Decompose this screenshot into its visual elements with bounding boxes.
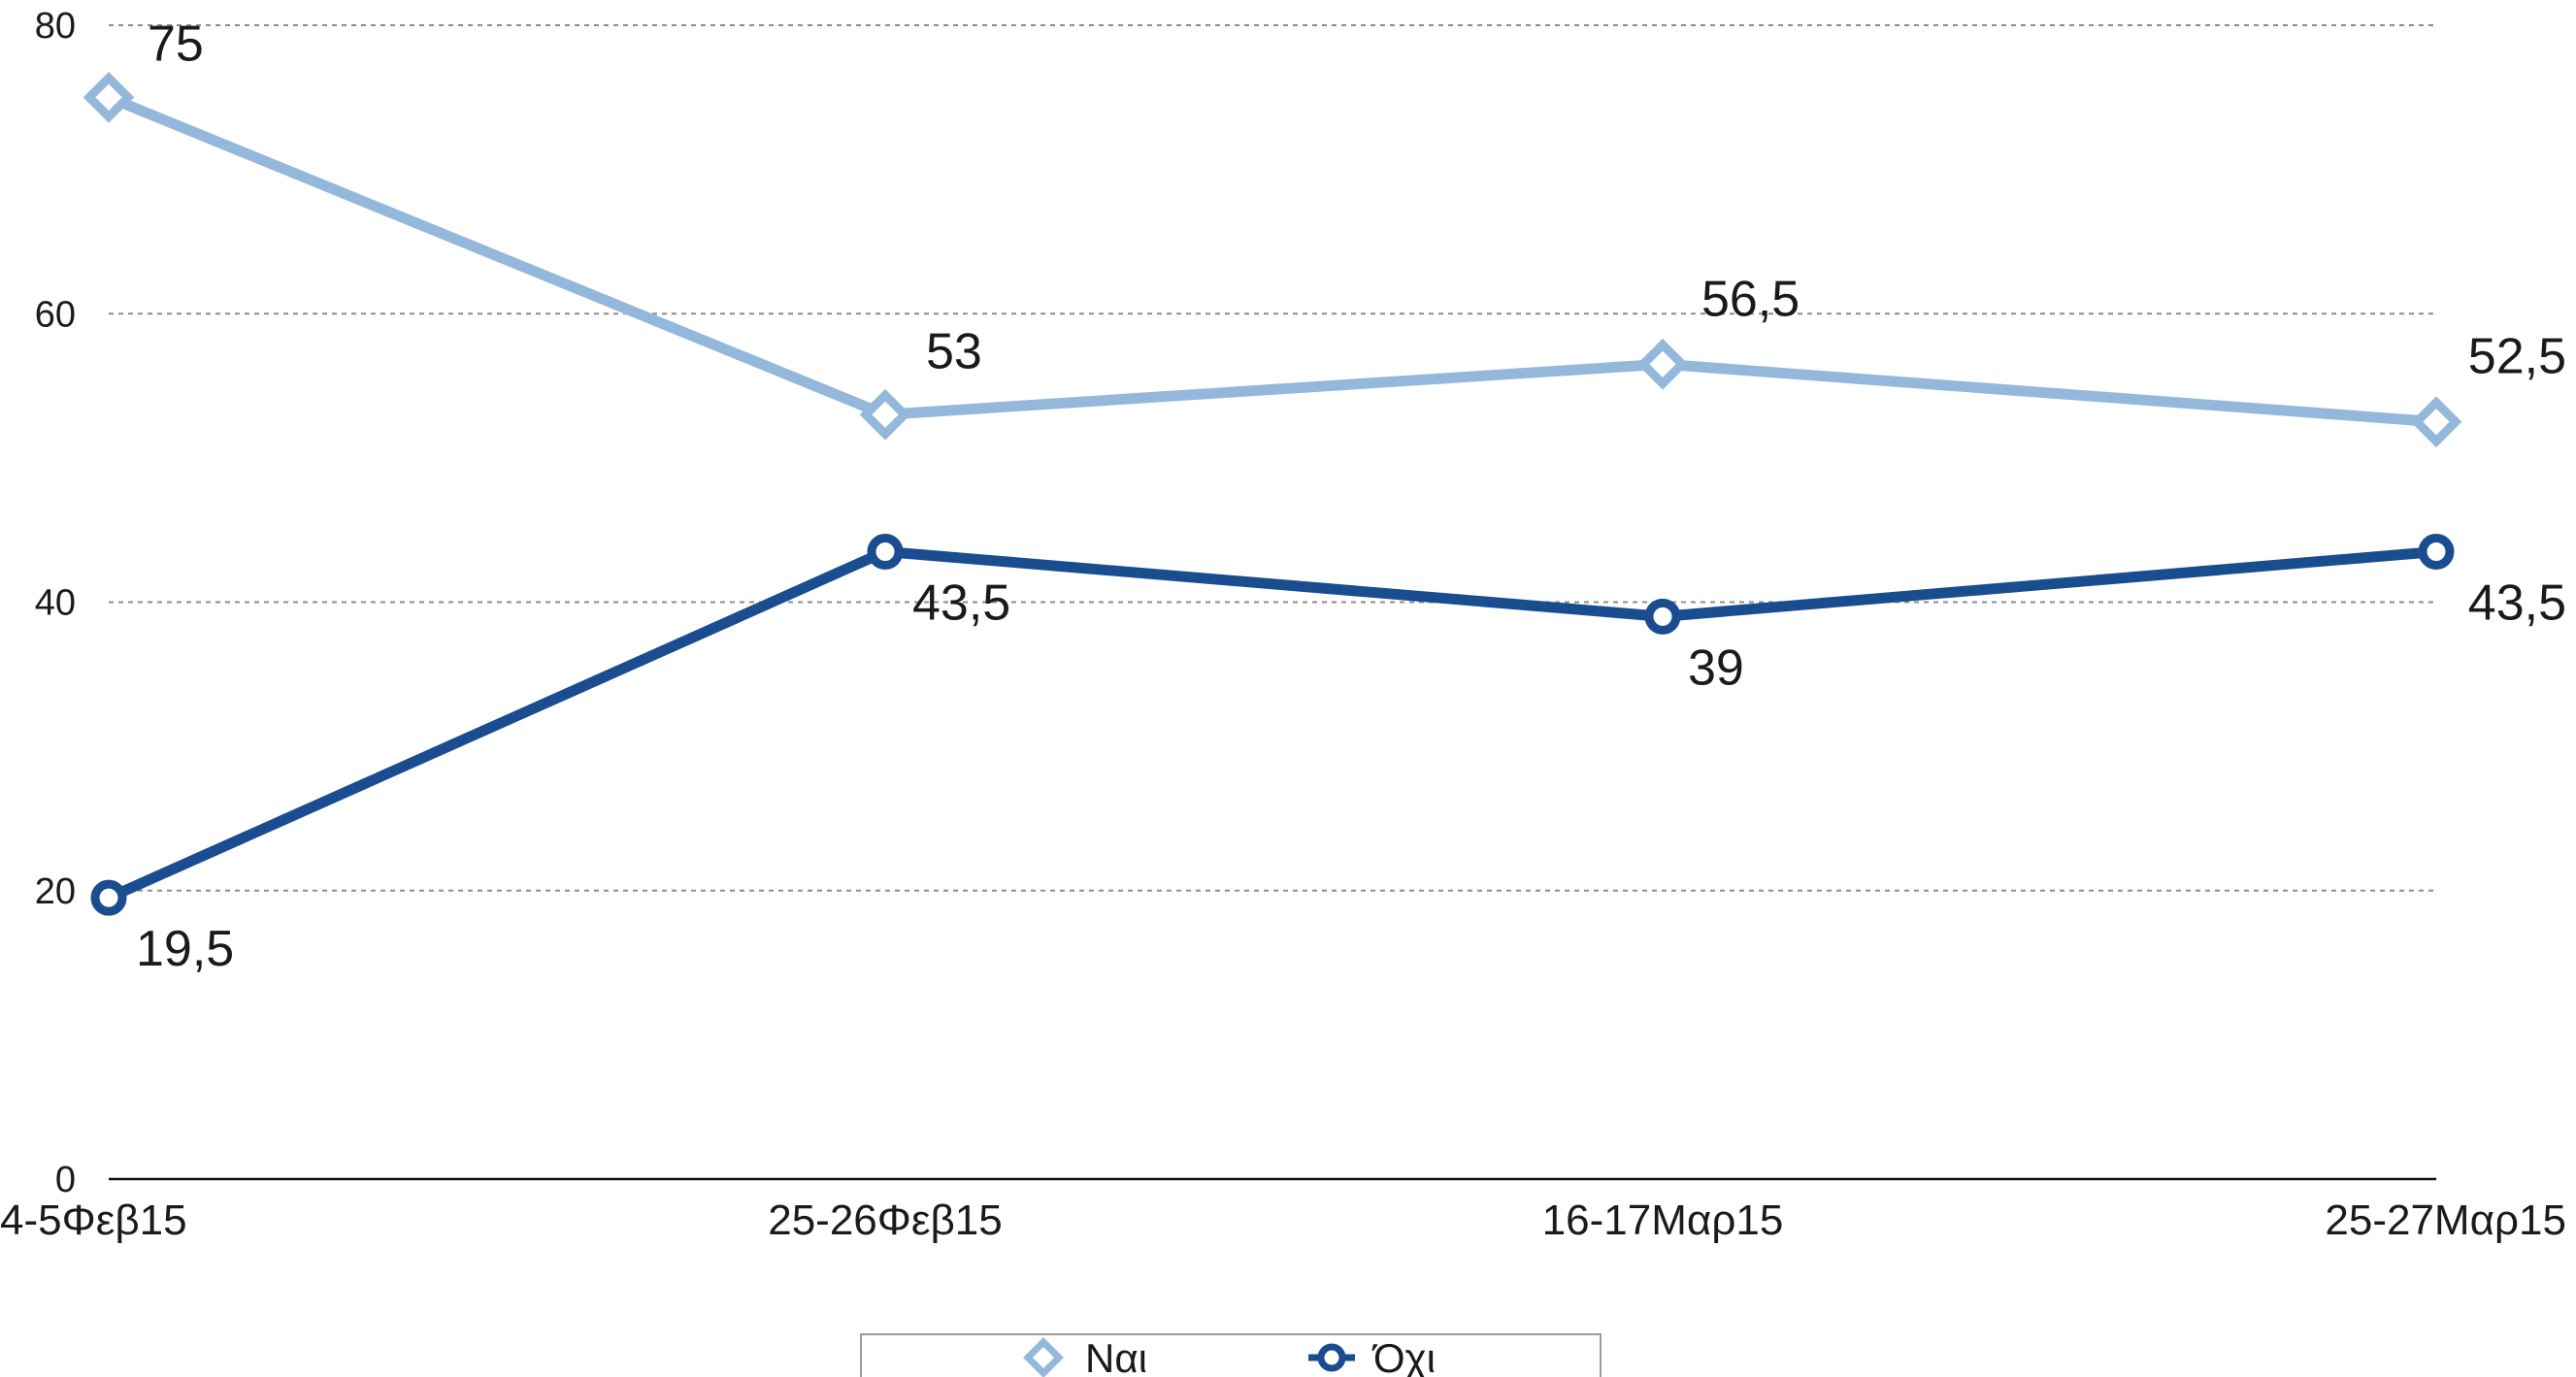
series-line-0 (103, 91, 2442, 428)
legend-marker-1 (1317, 1343, 1346, 1372)
series-1-label-1: 43,5 (912, 574, 1010, 631)
legend: Ναι Όχι (860, 1333, 1602, 1377)
x-tick-label-1: 25-26Φεβ15 (768, 1197, 1003, 1244)
series-0-label-2: 56,5 (1701, 271, 1800, 327)
x-tick-label-3: 25-27Μαρ15 (2325, 1197, 2566, 1244)
legend-label-0: Ναι (1085, 1335, 1147, 1377)
x-tick-label-0: 4-5Φεβ15 (0, 1197, 187, 1244)
y-tick-label-0: 0 (55, 1160, 76, 1200)
series-1-label-3: 43,5 (2468, 574, 2566, 631)
series-1-point-2 (1644, 598, 1681, 635)
series-0-label-3: 52,5 (2468, 329, 2566, 385)
series-0-point-2 (1636, 338, 1689, 390)
series-0-point-0 (83, 71, 135, 123)
series-0-label-0: 75 (148, 16, 204, 72)
series-1-label-0: 19,5 (136, 921, 234, 977)
series-1-label-2: 39 (1688, 639, 1744, 696)
x-tick-label-2: 16-17Μαρ15 (1542, 1197, 1784, 1244)
series-1-point-3 (2418, 533, 2455, 570)
series-1-point-0 (90, 879, 127, 916)
y-tick-label-20: 20 (35, 871, 76, 912)
series-0-point-3 (2410, 396, 2462, 448)
legend-box (860, 1333, 1602, 1377)
grid-layer (109, 24, 2436, 892)
y-tick-label-60: 60 (35, 294, 76, 335)
axis-layer: 0 20 40 60 80 4-5Φεβ15 25-26Φεβ15 16-17Μαρ15 25-… (0, 6, 2566, 1244)
y-tick-label-40: 40 (35, 583, 76, 624)
series-1-point-1 (867, 533, 904, 570)
series-0-label-1: 53 (926, 323, 982, 379)
data-label-layer: 75 53 56,5 52,5 19,5 43,5 39 43,5 (136, 16, 2566, 977)
series-layer (83, 71, 2462, 916)
series-line-1 (103, 545, 2442, 903)
legend-label-1: Όχι (1371, 1335, 1436, 1377)
series-0-point-1 (859, 388, 911, 441)
legend-marker-0 (1023, 1337, 1064, 1377)
y-tick-label-80: 80 (35, 6, 76, 47)
